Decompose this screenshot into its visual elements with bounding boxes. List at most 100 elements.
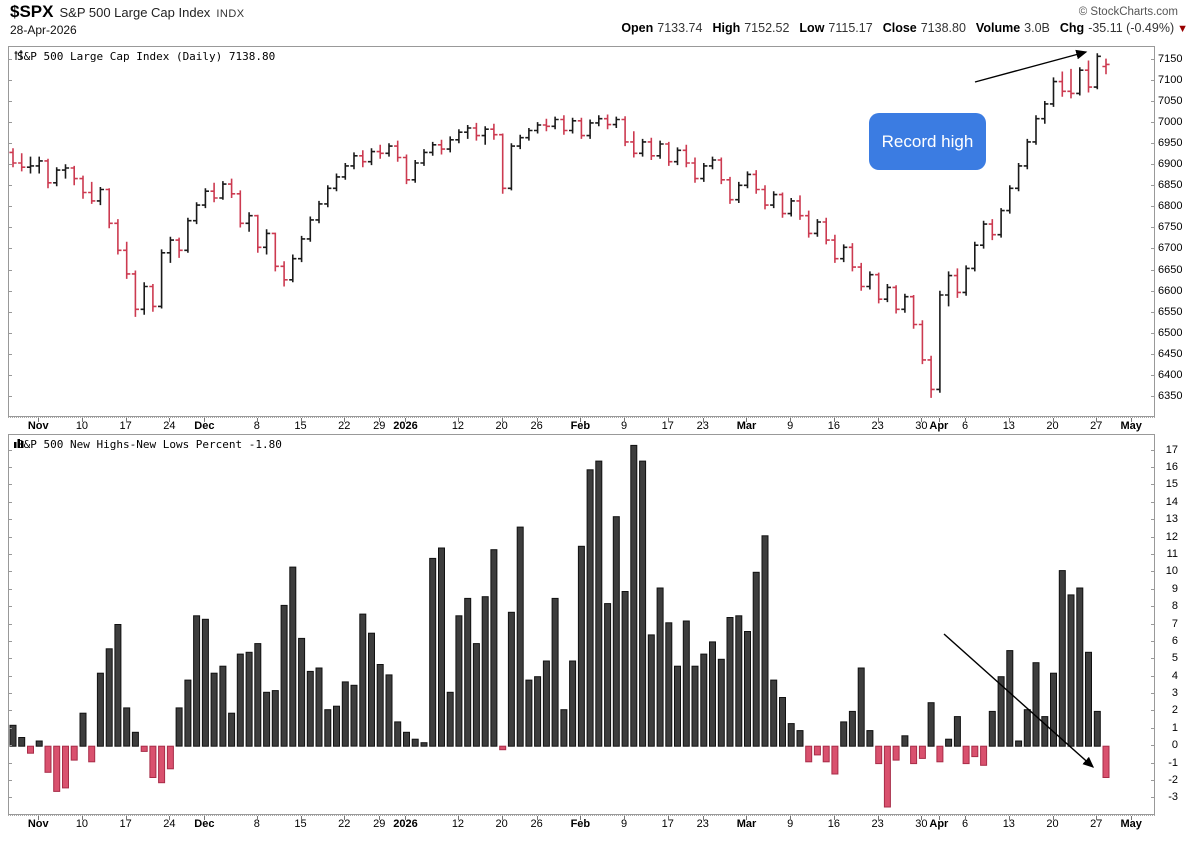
breadth-bar: [62, 745, 69, 789]
ohlc-bar: [997, 208, 1005, 238]
x-tick-label: 20: [1046, 818, 1059, 830]
breadth-bar: [210, 672, 218, 747]
x-tick-mark: [457, 816, 459, 820]
breadth-bar: [822, 745, 830, 763]
y-tick-label: 5: [1171, 652, 1178, 665]
ohlc-bar: [927, 355, 935, 398]
x-tick-label: 8: [253, 818, 260, 830]
y-tick-mark: [1151, 571, 1155, 573]
breadth-bar: [752, 571, 760, 747]
x-tick-mark: [877, 418, 879, 422]
breadth-bar: [149, 745, 157, 779]
y-tick-label: 6400: [1158, 368, 1183, 381]
breadth-bar: [761, 535, 769, 747]
x-tick-mark: [667, 418, 669, 422]
breadth-bar: [490, 549, 498, 747]
ohlc-bar: [455, 129, 463, 144]
ohlc-bar: [61, 164, 70, 179]
ohlc-bar: [787, 198, 795, 217]
ohlc-bar: [376, 144, 384, 159]
ohlc-bar: [980, 220, 988, 249]
ohlc-bar: [332, 173, 341, 192]
ohlc-bar: [875, 272, 883, 304]
y-tick-label: 3: [1171, 687, 1178, 700]
y-tick-mark: [1151, 797, 1155, 799]
breadth-bar: [665, 622, 673, 747]
ohlc-bar: [665, 141, 673, 166]
x-tick-mark: [457, 418, 459, 422]
x-tick-label: 9: [621, 420, 628, 432]
breadth-bar: [962, 745, 970, 765]
ohlc-bar: [639, 138, 647, 157]
ohlc-bar: [429, 141, 437, 156]
breadth-bar: [980, 745, 988, 766]
breadth-bar: [446, 691, 454, 747]
breadth-bar: [70, 745, 78, 761]
breadth-bar: [918, 745, 926, 759]
y-tick-label: 1: [1171, 721, 1178, 734]
ohlc-bar: [778, 192, 787, 218]
ohlc-bar: [516, 134, 524, 150]
breadth-chart-panel: S&P 500 New Highs-New Lows Percent -1.80…: [8, 434, 1155, 815]
x-tick-label: 20: [1046, 420, 1059, 432]
breadth-bar: [525, 679, 533, 747]
x-tick-label: May: [1120, 818, 1142, 830]
y-tick-label: 9: [1171, 582, 1178, 595]
x-tick-label: 9: [787, 818, 794, 830]
ohlc-bar: [962, 265, 970, 296]
ohlc-bar: [350, 152, 358, 170]
ohlc-bar: [551, 116, 559, 130]
quote-value: 7115.17: [828, 21, 873, 35]
quote-strip: Open 7133.74 High 7152.52 Low 7115.17 Close 713…: [611, 21, 1188, 35]
ohlc-bar: [219, 181, 227, 200]
ohlc-bar: [1084, 60, 1093, 93]
x-tick-label: 17: [661, 818, 674, 830]
y-tick-label: 6750: [1158, 221, 1183, 234]
y-tick-mark: [1151, 206, 1155, 208]
ohlc-bar: [402, 154, 411, 185]
breadth-bar: [936, 745, 944, 763]
breadth-bar: [577, 545, 585, 747]
quote-row: 28-Apr-2026 Open 7133.74 High 7152.52 Low 711…: [10, 21, 1190, 41]
breadth-bar: [988, 710, 996, 747]
ohlc-bar: [53, 167, 61, 187]
y-tick-mark: [8, 206, 12, 208]
breadth-bar: [595, 460, 603, 747]
x-tick-mark: [790, 418, 792, 422]
chart-header: $SPX S&P 500 Large Cap Index INDX © StockC…: [10, 2, 1190, 22]
breadth-bar: [534, 676, 542, 747]
ohlc-bar: [359, 150, 367, 168]
y-tick-label: 6850: [1158, 179, 1183, 192]
y-tick-label: 6600: [1158, 284, 1183, 297]
y-tick-mark: [1151, 745, 1155, 747]
ohlc-bar: [1041, 101, 1049, 124]
x-tick-label: 12: [451, 818, 465, 830]
exchange-label: INDX: [216, 8, 245, 20]
ohlc-bar: [158, 249, 166, 309]
y-tick-label: 7100: [1158, 73, 1183, 86]
breadth-bar: [35, 740, 43, 747]
y-tick-mark: [1151, 623, 1155, 625]
y-tick-label: 14: [1165, 495, 1178, 508]
ohlc-bar: [35, 156, 43, 174]
x-tick-label: 29: [373, 420, 386, 432]
ohlc-bar: [88, 181, 96, 204]
y-tick-mark: [1151, 374, 1155, 376]
breadth-bar: [621, 591, 629, 747]
ohlc-bar: [1058, 71, 1066, 97]
breadth-bar: [184, 679, 192, 747]
breadth-bar: [394, 721, 402, 747]
breadth-bar: [682, 620, 690, 747]
x-tick-mark: [833, 418, 835, 422]
breadth-x-axis: Nov 10 17 24 Dec 8 15 22 29 2026 12 20 26 Feb 9 17 23 Mar…: [8, 815, 1155, 833]
ohlc-bar: [577, 117, 585, 139]
ohlc-bar: [149, 284, 157, 312]
y-tick-mark: [8, 248, 12, 250]
breadth-bar: [787, 723, 795, 747]
breadth-bar: [1102, 745, 1110, 779]
ohlc-bar: [848, 243, 856, 272]
breadth-bar: [333, 705, 340, 747]
breadth-panel-title: S&P 500 New Highs-New Lows Percent -1.80: [14, 438, 282, 451]
breadth-bar: [385, 674, 393, 747]
ohlc-bar: [708, 156, 717, 170]
